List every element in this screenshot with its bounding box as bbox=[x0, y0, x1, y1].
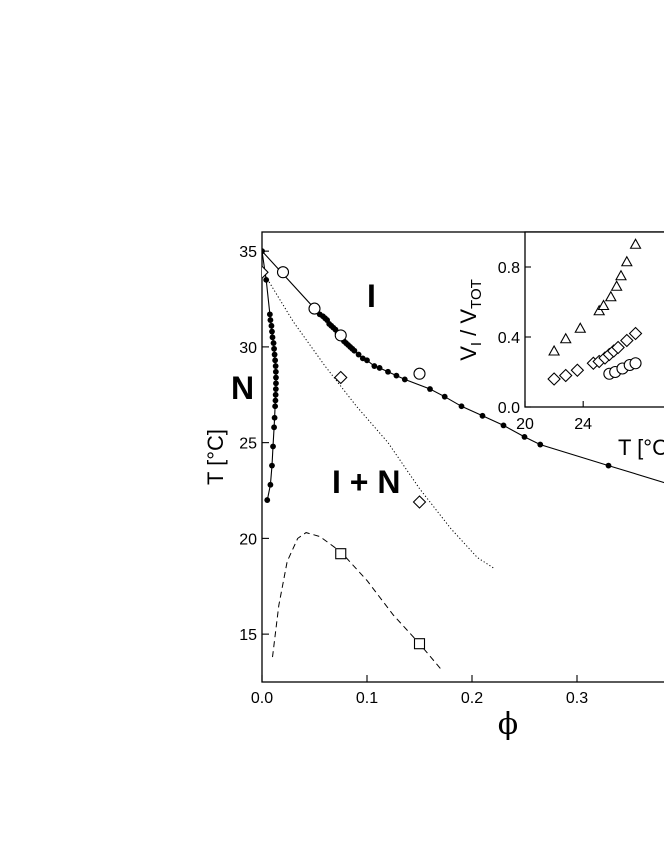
open-circle-marker-s2-2 bbox=[334, 329, 347, 342]
open-circle-marker-s2-1 bbox=[308, 302, 321, 315]
main-x-tick-label-3: 0.3 bbox=[566, 690, 588, 707]
region-label-isotropic: I bbox=[367, 278, 376, 314]
open-diamond-marker-s3-2 bbox=[412, 495, 427, 509]
filled-circle-marker-s0-31 bbox=[521, 433, 528, 440]
open-triangle-marker-inset-s0-2 bbox=[574, 322, 587, 333]
main-y-tick-label-2: 25 bbox=[239, 436, 257, 453]
filled-circle-marker-s1-15 bbox=[272, 386, 279, 392]
filled-circle-marker-s1-9 bbox=[271, 351, 278, 358]
filled-circle-marker-s0-24 bbox=[393, 372, 400, 379]
open-diamond-marker-inset-s1-2 bbox=[570, 363, 585, 378]
filled-circle-marker-s1-24 bbox=[264, 497, 271, 503]
main-x-tick-label-0: 0.0 bbox=[251, 690, 273, 707]
filled-circle-marker-s1-7 bbox=[270, 340, 277, 346]
filled-circle-marker-s0-25 bbox=[401, 376, 408, 383]
filled-circle-marker-s1-17 bbox=[272, 397, 279, 404]
filled-circle-marker-s0-29 bbox=[479, 412, 486, 419]
open-diamond-marker-inset-s1-10 bbox=[628, 326, 643, 341]
filled-circle-marker-s0-17 bbox=[351, 347, 358, 354]
open-triangle-marker-inset-s0-9 bbox=[629, 238, 642, 249]
filled-circle-marker-s1-4 bbox=[268, 322, 275, 329]
inset-y-tick-label-0: 0.0 bbox=[498, 400, 520, 417]
filled-circle-marker-s1-11 bbox=[272, 363, 279, 369]
filled-circle-marker-s1-5 bbox=[269, 328, 275, 335]
inset-y-axis-label: VI / VTOT bbox=[456, 279, 485, 361]
main-x-tick-label-2: 0.2 bbox=[461, 690, 483, 707]
filled-circle-marker-s1-12 bbox=[272, 368, 279, 375]
filled-circle-marker-s1-18 bbox=[272, 403, 279, 410]
inset-y-tick-label-2: 0.8 bbox=[498, 260, 520, 277]
filled-circle-marker-s1-20 bbox=[271, 424, 277, 431]
filled-circle-marker-s1-0 bbox=[262, 248, 265, 255]
main-series-3-line bbox=[262, 270, 496, 570]
inset-volume-fraction-plot: 20 24 0.0 0.4 0.8 T [°C] VI / VTOT bbox=[456, 231, 664, 460]
open-triangle-marker-inset-s0-8 bbox=[620, 255, 633, 267]
main-x-tick-label-1: 0.1 bbox=[356, 690, 378, 707]
main-y-tick-label-0: 15 bbox=[239, 627, 257, 644]
open-diamond-marker-s3-1 bbox=[333, 370, 348, 385]
open-diamond-marker-inset-s1-1 bbox=[558, 368, 573, 383]
filled-circle-marker-s1-16 bbox=[272, 391, 279, 398]
filled-circle-marker-s1-6 bbox=[269, 334, 276, 341]
main-y-tick-label-1: 20 bbox=[239, 531, 257, 548]
filled-circle-marker-s0-27 bbox=[441, 393, 448, 400]
filled-circle-marker-s1-13 bbox=[273, 374, 279, 381]
open-triangle-marker-inset-s0-4 bbox=[597, 299, 610, 311]
main-y-axis-label: T [°C] bbox=[203, 429, 228, 485]
open-triangle-marker-inset-s0-6 bbox=[610, 280, 623, 291]
filled-circle-marker-s1-14 bbox=[273, 380, 279, 387]
inset-x-axis-label: T [°C] bbox=[618, 435, 664, 460]
filled-circle-marker-s1-8 bbox=[271, 345, 277, 352]
filled-circle-marker-s1-2 bbox=[266, 311, 273, 318]
filled-circle-marker-s0-20 bbox=[364, 357, 370, 364]
inset-plot-frame bbox=[524, 231, 664, 408]
open-circle-marker-s2-0 bbox=[276, 266, 290, 279]
main-x-axis-label: ϕ bbox=[498, 707, 518, 742]
open-diamond-marker-s3-0 bbox=[262, 265, 269, 279]
filled-circle-marker-s0-30 bbox=[500, 422, 507, 429]
filled-circle-marker-s1-21 bbox=[270, 443, 276, 450]
filled-circle-marker-s1-19 bbox=[271, 414, 278, 421]
filled-circle-marker-s1-3 bbox=[267, 317, 274, 323]
open-circle-marker-s2-3 bbox=[413, 367, 426, 380]
open-triangle-marker-inset-s0-1 bbox=[559, 332, 572, 344]
filled-circle-marker-s0-21 bbox=[371, 363, 378, 369]
main-y-tick-label-3: 30 bbox=[239, 340, 257, 357]
open-triangle-marker-inset-s0-0 bbox=[548, 344, 561, 356]
inset-x-tick-label-0: 20 bbox=[516, 416, 534, 433]
filled-circle-marker-s0-33 bbox=[605, 462, 612, 469]
main-series-4-line bbox=[272, 532, 441, 669]
filled-circle-marker-s0-23 bbox=[385, 368, 391, 375]
open-triangle-marker-inset-s0-7 bbox=[615, 269, 627, 281]
inset-y-tick-label-1: 0.4 bbox=[498, 330, 520, 347]
filled-circle-marker-s0-18 bbox=[355, 351, 362, 358]
filled-circle-marker-s1-22 bbox=[269, 462, 275, 469]
open-square-marker-s4-0 bbox=[335, 548, 347, 560]
main-phase-plot: 0.0 0.1 0.2 0.3 0.4 15 20 25 30 35 I I + N N ϕ T… bbox=[203, 231, 664, 742]
filled-circle-marker-s1-23 bbox=[267, 481, 274, 488]
main-y-tick-label-4: 35 bbox=[239, 244, 257, 261]
open-triangle-marker-inset-s0-3 bbox=[593, 304, 606, 316]
filled-circle-marker-s1-1 bbox=[263, 276, 270, 283]
open-circle-marker-inset-s2-4 bbox=[629, 357, 642, 370]
inset-x-tick-label-1: 24 bbox=[574, 416, 592, 433]
filled-circle-marker-s1-10 bbox=[272, 357, 279, 364]
filled-circle-marker-s0-32 bbox=[537, 441, 544, 448]
open-diamond-marker-inset-s1-0 bbox=[547, 372, 561, 386]
region-label-nematic: N bbox=[231, 370, 254, 406]
open-diamond-marker-inset-s1-8 bbox=[611, 340, 625, 355]
filled-circle-marker-s0-28 bbox=[458, 403, 465, 410]
open-diamond-marker-inset-s1-9 bbox=[620, 333, 634, 348]
open-triangle-marker-inset-s0-5 bbox=[604, 290, 617, 302]
open-square-marker-s4-1 bbox=[413, 638, 426, 650]
filled-circle-marker-s0-26 bbox=[427, 386, 433, 392]
region-label-coexistence: I + N bbox=[332, 464, 400, 500]
filled-circle-marker-s0-22 bbox=[376, 365, 383, 371]
